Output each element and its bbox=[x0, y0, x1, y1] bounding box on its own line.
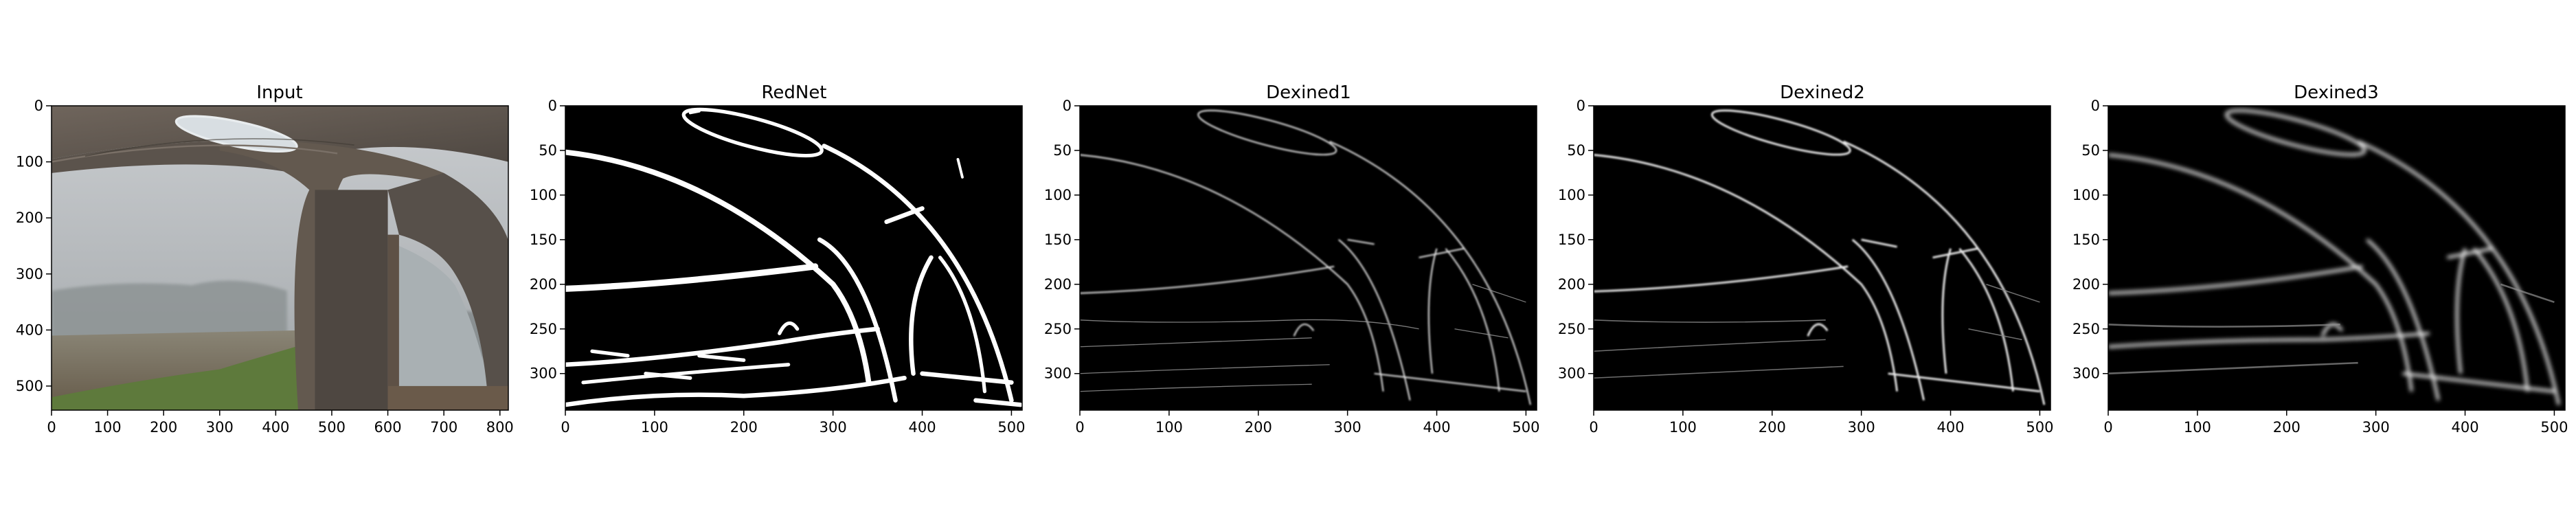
x-tick-label-input-8: 800 bbox=[486, 419, 514, 436]
y-tick-label-dexined3-5: 250 bbox=[2072, 321, 2100, 337]
x-tick-label-input-2: 200 bbox=[150, 419, 177, 436]
y-tick-label-dexined3-6: 300 bbox=[2072, 365, 2100, 382]
input-photo bbox=[51, 105, 509, 411]
x-tick-label-input-4: 400 bbox=[262, 419, 289, 436]
x-tick-label-dexined1-1: 100 bbox=[1155, 419, 1183, 436]
y-tick-label-dexined1-3: 150 bbox=[1044, 232, 1072, 248]
y-tick-label-rednet-2: 100 bbox=[530, 187, 557, 203]
x-axis-dexined2: 0 100 200 300 400 500 bbox=[1589, 410, 2053, 436]
x-axis-rednet: 0 100 200 300 400 500 bbox=[561, 410, 1025, 436]
y-tick-label-dexined3-4: 200 bbox=[2072, 276, 2100, 293]
x-tick-label-dexined3-3: 300 bbox=[2362, 419, 2390, 436]
panel-input: Input bbox=[16, 82, 514, 436]
x-tick-label-rednet-3: 300 bbox=[820, 419, 847, 436]
y-tick-label-dexined1-4: 200 bbox=[1044, 276, 1072, 293]
y-tick-label-dexined2-5: 250 bbox=[1558, 321, 1585, 337]
x-tick-label-dexined2-0: 0 bbox=[1589, 419, 1598, 436]
y-tick-label-dexined1-1: 50 bbox=[1053, 142, 1072, 159]
y-tick-label-dexined1-2: 100 bbox=[1044, 187, 1072, 203]
y-tick-label-dexined1-0: 0 bbox=[1063, 98, 1072, 114]
y-tick-label-dexined3-3: 150 bbox=[2072, 232, 2100, 248]
panel-title-rednet: RedNet bbox=[761, 82, 826, 103]
y-tick-label-dexined2-1: 50 bbox=[1567, 142, 1585, 159]
y-tick-label-rednet-4: 200 bbox=[530, 276, 557, 293]
y-tick-label-input-1: 100 bbox=[16, 154, 43, 170]
y-tick-label-dexined2-4: 200 bbox=[1558, 276, 1585, 293]
x-tick-label-dexined3-1: 100 bbox=[2184, 419, 2211, 436]
y-tick-label-rednet-1: 50 bbox=[539, 142, 557, 159]
y-tick-label-rednet-6: 300 bbox=[530, 365, 557, 382]
x-tick-label-rednet-1: 100 bbox=[641, 419, 668, 436]
panel-title-dexined1: Dexined1 bbox=[1266, 82, 1351, 103]
y-tick-label-input-2: 200 bbox=[16, 210, 43, 226]
y-tick-label-rednet-3: 150 bbox=[530, 232, 557, 248]
y-tick-label-dexined2-2: 100 bbox=[1558, 187, 1585, 203]
x-tick-label-dexined2-3: 300 bbox=[1848, 419, 1875, 436]
panel-title-dexined2: Dexined2 bbox=[1780, 82, 1865, 103]
x-tick-label-dexined1-3: 300 bbox=[1334, 419, 1362, 436]
x-axis-input: 0 100 200 300 400 500 600 700 800 bbox=[47, 410, 514, 436]
x-tick-label-dexined2-4: 400 bbox=[1936, 419, 1964, 436]
y-axis-dexined1: 0 50 100 150 200 250 300 bbox=[1044, 98, 1080, 382]
x-tick-label-dexined3-4: 400 bbox=[2451, 419, 2478, 436]
x-tick-label-input-3: 300 bbox=[206, 419, 234, 436]
x-tick-label-dexined2-2: 200 bbox=[1759, 419, 1786, 436]
x-tick-label-dexined3-2: 200 bbox=[2273, 419, 2301, 436]
y-tick-label-dexined1-5: 250 bbox=[1044, 321, 1072, 337]
x-tick-label-rednet-0: 0 bbox=[561, 419, 569, 436]
y-axis-input: 0 100 200 300 400 500 bbox=[16, 98, 52, 394]
dexined3-edge-map bbox=[2108, 105, 2566, 411]
dexined2-edge-map bbox=[1593, 105, 2051, 411]
x-tick-label-dexined2-5: 500 bbox=[2026, 419, 2053, 436]
x-tick-label-dexined1-5: 500 bbox=[1512, 419, 1539, 436]
y-tick-label-dexined3-1: 50 bbox=[2081, 142, 2100, 159]
x-tick-label-dexined1-2: 200 bbox=[1245, 419, 1272, 436]
y-tick-label-dexined3-2: 100 bbox=[2072, 187, 2100, 203]
x-axis-dexined1: 0 100 200 300 400 500 bbox=[1075, 410, 1539, 436]
panel-dexined2: Dexined2 bbox=[1558, 82, 2054, 436]
x-tick-label-input-6: 600 bbox=[374, 419, 402, 436]
y-tick-label-rednet-5: 250 bbox=[530, 321, 557, 337]
panel-title-dexined3: Dexined3 bbox=[2294, 82, 2379, 103]
x-tick-label-dexined1-0: 0 bbox=[1075, 419, 1084, 436]
y-axis-dexined3: 0 50 100 150 200 250 300 bbox=[2072, 98, 2108, 382]
rednet-edge-map bbox=[565, 105, 1023, 411]
x-tick-label-rednet-5: 500 bbox=[997, 419, 1025, 436]
x-tick-label-input-7: 700 bbox=[430, 419, 457, 436]
x-tick-label-input-1: 100 bbox=[94, 419, 122, 436]
y-tick-label-input-0: 0 bbox=[34, 98, 43, 114]
y-tick-label-dexined2-0: 0 bbox=[1577, 98, 1585, 114]
x-tick-label-input-0: 0 bbox=[47, 419, 56, 436]
x-tick-label-dexined2-1: 100 bbox=[1669, 419, 1697, 436]
y-tick-label-input-4: 400 bbox=[16, 322, 43, 338]
x-tick-label-dexined3-0: 0 bbox=[2103, 419, 2112, 436]
panel-dexined1: Dexined1 bbox=[1044, 82, 1540, 436]
x-tick-label-dexined1-4: 400 bbox=[1423, 419, 1450, 436]
dexined1-edge-map bbox=[1079, 105, 1537, 411]
y-tick-label-input-5: 500 bbox=[16, 378, 43, 394]
panel-title-input: Input bbox=[256, 82, 302, 103]
y-axis-rednet: 0 50 100 150 200 250 300 bbox=[530, 98, 565, 382]
x-tick-label-rednet-2: 200 bbox=[730, 419, 758, 436]
panel-rednet: RedNet bbox=[530, 82, 1026, 436]
y-tick-label-rednet-0: 0 bbox=[548, 98, 557, 114]
y-axis-dexined2: 0 50 100 150 200 250 300 bbox=[1558, 98, 1594, 382]
x-tick-label-rednet-4: 400 bbox=[908, 419, 936, 436]
panel-dexined3: Dexined3 bbox=[2072, 82, 2568, 436]
y-tick-label-dexined2-6: 300 bbox=[1558, 365, 1585, 382]
x-axis-dexined3: 0 100 200 300 400 500 bbox=[2103, 410, 2568, 436]
x-tick-label-input-5: 500 bbox=[318, 419, 346, 436]
y-tick-label-dexined2-3: 150 bbox=[1558, 232, 1585, 248]
y-tick-label-dexined3-0: 0 bbox=[2091, 98, 2100, 114]
y-tick-label-dexined1-6: 300 bbox=[1044, 365, 1072, 382]
y-tick-label-input-3: 300 bbox=[16, 266, 43, 282]
x-tick-label-dexined3-5: 500 bbox=[2540, 419, 2568, 436]
